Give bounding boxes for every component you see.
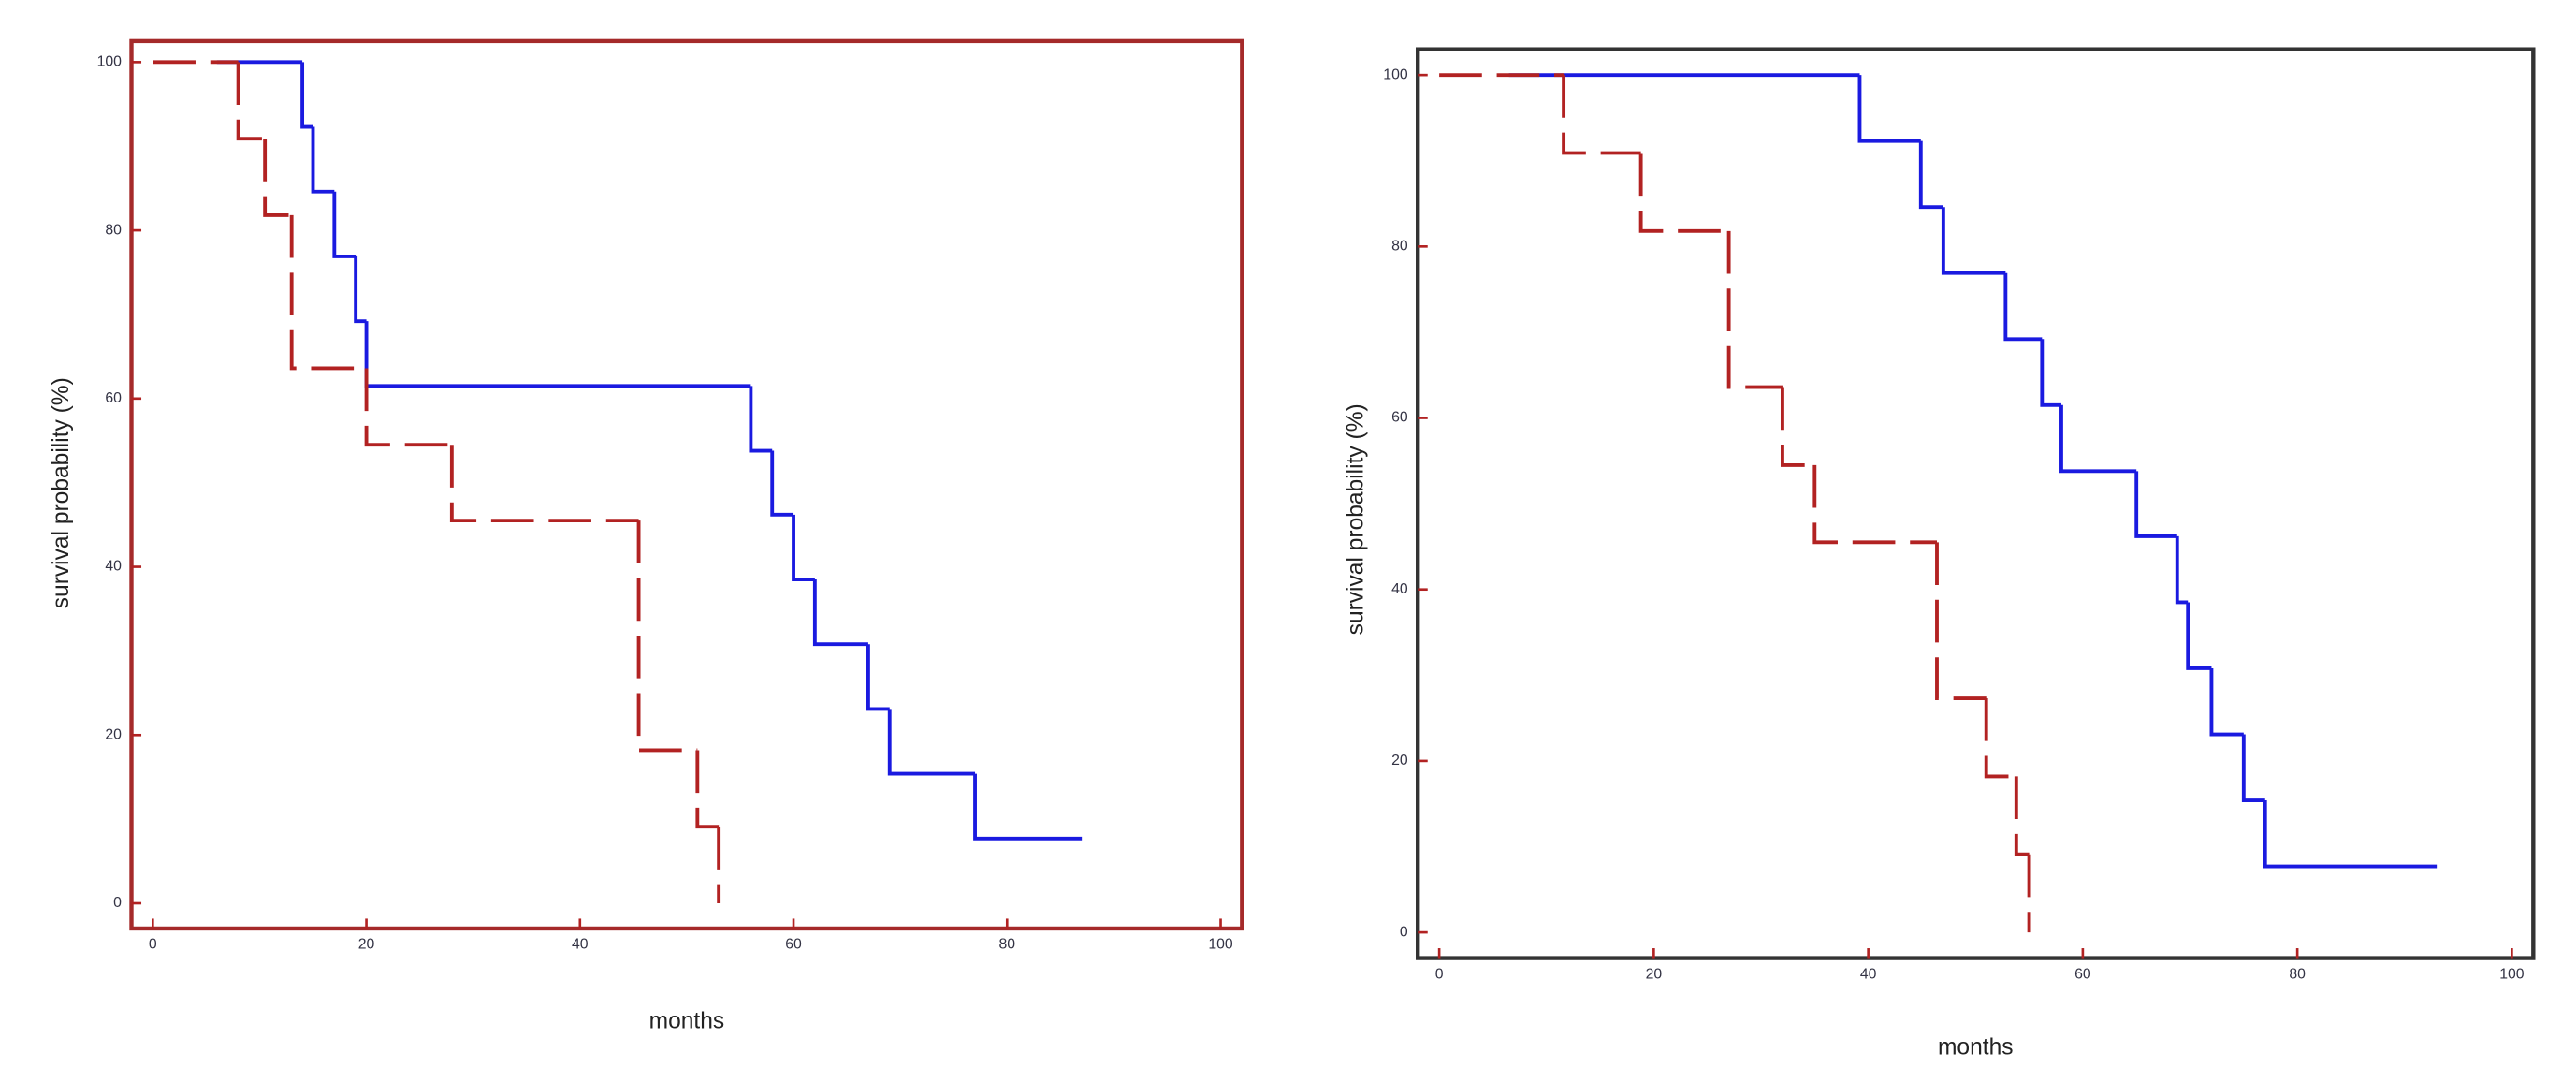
- x-tick-label: 40: [572, 937, 589, 953]
- y-tick-label: 0: [113, 895, 122, 911]
- survival-step: [1726, 230, 1783, 389]
- survival-step: [2134, 471, 2177, 538]
- survival-step: [1638, 153, 1729, 233]
- survival-step: [2209, 667, 2244, 737]
- x-tick-label: 0: [149, 937, 157, 953]
- survival-step: [636, 520, 698, 753]
- x-tick-label: 60: [785, 937, 802, 953]
- survival-step: [2186, 602, 2212, 670]
- survival-step: [770, 450, 794, 517]
- plot-frame: [129, 38, 1244, 931]
- survival-step: [812, 579, 868, 647]
- survival-step: [2263, 800, 2438, 869]
- survival-step: [1857, 75, 1921, 143]
- survival-step: [749, 386, 773, 453]
- survival-step: [1812, 464, 1937, 545]
- survival-step: [364, 368, 452, 447]
- survival-step: [1780, 387, 1815, 467]
- survival-step: [2040, 339, 2061, 407]
- survival-step: [354, 256, 367, 324]
- y-axis-label: survival probability (%): [1344, 403, 1369, 635]
- survival-step: [332, 191, 357, 258]
- survival-step: [289, 214, 367, 371]
- survival-step: [973, 773, 1083, 841]
- y-tick-label: 80: [105, 222, 122, 238]
- y-tick-label: 60: [105, 390, 122, 406]
- survival-step: [364, 321, 751, 388]
- survival-step: [311, 126, 335, 194]
- survival-step: [1935, 542, 1987, 700]
- y-tick-label: 100: [1383, 66, 1408, 82]
- y-tick-label: 60: [1391, 410, 1408, 426]
- y-tick-label: 80: [1391, 239, 1408, 255]
- x-tick-label: 60: [2074, 966, 2091, 982]
- x-tick-label: 20: [358, 937, 375, 953]
- survival-step: [2003, 272, 2043, 342]
- y-tick-label: 0: [1400, 924, 1408, 940]
- y-axis-label: survival probability (%): [49, 377, 74, 608]
- x-tick-label: 0: [1435, 966, 1444, 982]
- y-tick-label: 20: [105, 726, 122, 742]
- survival-step: [1562, 75, 1641, 155]
- survival-step: [792, 514, 815, 581]
- survival-step: [1918, 140, 1943, 210]
- survival-step: [2059, 404, 2137, 474]
- survival-step: [2014, 776, 2030, 856]
- y-tick-label: 40: [1391, 581, 1408, 597]
- x-axis-label: months: [649, 1009, 725, 1034]
- x-axis-label: months: [1938, 1035, 2014, 1061]
- x-tick-label: 80: [2289, 966, 2306, 982]
- survival-step: [236, 62, 266, 141]
- y-tick-label: 100: [97, 54, 123, 70]
- plot-frame: [1416, 47, 2536, 960]
- y-tick-label: 20: [1391, 753, 1408, 768]
- survival-step: [866, 644, 890, 711]
- y-tick-label: 40: [105, 559, 122, 575]
- x-tick-label: 100: [2499, 966, 2525, 982]
- x-tick-label: 100: [1208, 937, 1233, 953]
- survival-step: [449, 445, 639, 523]
- survival-step: [263, 139, 292, 217]
- survival-step: [2175, 535, 2189, 605]
- survival-step: [300, 62, 313, 129]
- survival-step: [2241, 734, 2265, 802]
- survival-step: [887, 709, 976, 776]
- survival-step: [1941, 207, 2006, 275]
- survival-step: [695, 750, 720, 829]
- x-tick-label: 80: [998, 937, 1015, 953]
- survival-step: [1984, 698, 2016, 779]
- x-tick-label: 40: [1860, 966, 1877, 982]
- x-tick-label: 20: [1646, 966, 1663, 982]
